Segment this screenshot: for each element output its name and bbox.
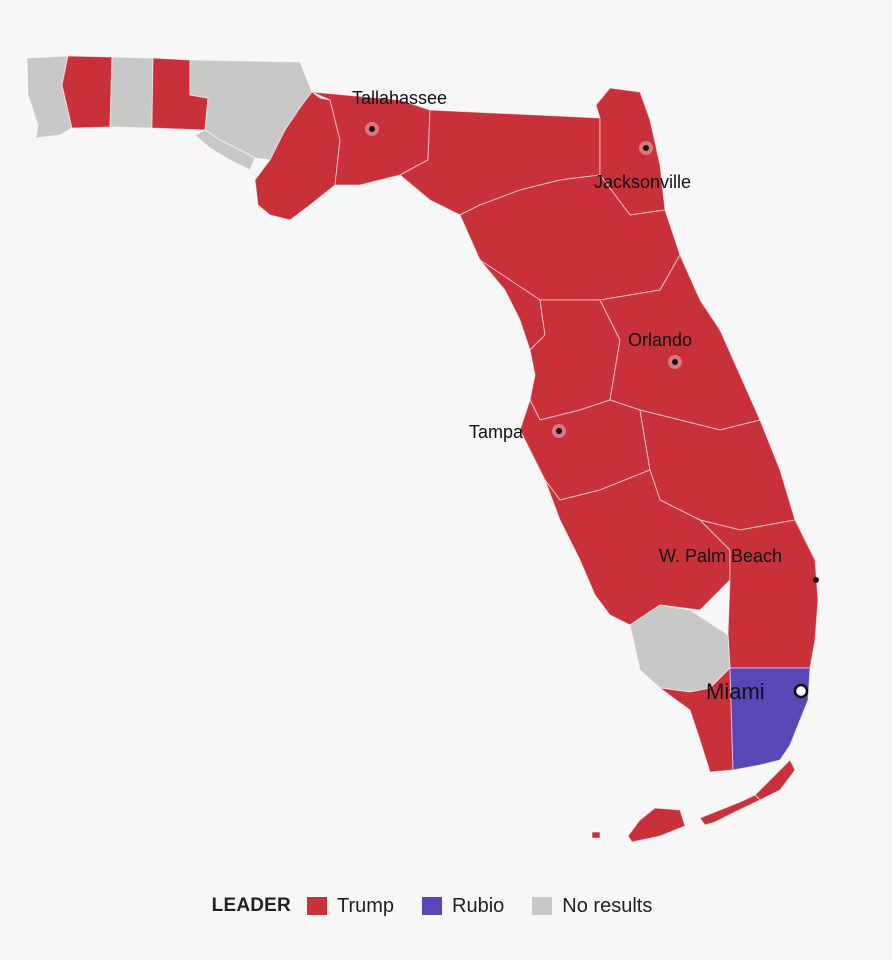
city-dot xyxy=(643,145,649,151)
county-miami-dade[interactable] xyxy=(729,667,811,771)
legend-swatch xyxy=(532,897,553,915)
county-leon-region[interactable] xyxy=(311,91,431,186)
legend-item-trump: Trump xyxy=(306,894,395,918)
city-dot xyxy=(672,359,678,365)
keys-middle[interactable] xyxy=(699,794,761,826)
county-santa-rosa[interactable] xyxy=(61,55,113,129)
city-marker-ring xyxy=(793,683,809,699)
legend-item-rubio: Rubio xyxy=(422,895,504,918)
legend-label: No results xyxy=(562,894,653,917)
county-bay[interactable] xyxy=(194,129,256,171)
keys-dot[interactable] xyxy=(591,831,601,839)
florida-map: Tallahassee Jacksonville Orlando Tampa W… xyxy=(26,55,819,843)
city-label: W. Palm Beach xyxy=(659,546,782,566)
city-tampa: Tampa xyxy=(469,422,566,442)
legend-label: Trump xyxy=(336,894,395,917)
city-label: Orlando xyxy=(628,330,692,350)
legend-swatch xyxy=(306,897,327,915)
city-label: Miami xyxy=(706,679,765,704)
city-tallahassee: Tallahassee xyxy=(352,88,447,136)
keys-upper[interactable] xyxy=(754,759,796,801)
map-svg: Tallahassee Jacksonville Orlando Tampa W… xyxy=(26,55,819,843)
city-orlando: Orlando xyxy=(628,330,692,369)
keys-lower[interactable] xyxy=(627,807,686,843)
city-west-palm-beach: W. Palm Beach xyxy=(659,546,819,583)
county-okaloosa[interactable] xyxy=(109,56,154,129)
city-label: Tallahassee xyxy=(352,88,447,108)
county-southwest[interactable] xyxy=(544,469,731,626)
legend: LEADER Trump Rubio No results xyxy=(0,890,892,922)
city-miami: Miami xyxy=(706,679,809,704)
city-dot xyxy=(369,126,375,132)
county-palm-beach[interactable] xyxy=(698,519,819,669)
city-dot xyxy=(813,577,819,583)
city-label: Jacksonville xyxy=(594,172,691,192)
city-jacksonville: Jacksonville xyxy=(594,141,691,192)
city-dot xyxy=(556,428,562,434)
city-label: Tampa xyxy=(469,422,524,442)
legend-label: Rubio xyxy=(452,894,505,917)
legend-item-no-results: No results xyxy=(532,895,652,918)
legend-swatch xyxy=(422,897,443,915)
legend-title: LEADER xyxy=(211,895,291,916)
